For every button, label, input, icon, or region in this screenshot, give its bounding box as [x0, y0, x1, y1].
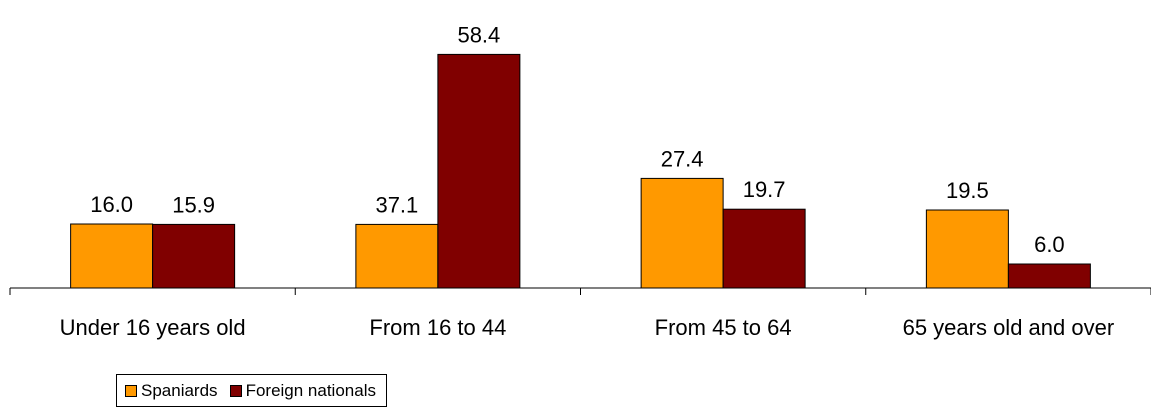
bar-foreign-nationals-from-16-to-44: [437, 53, 521, 289]
category-label-from-45-to-64: From 45 to 64: [655, 315, 792, 340]
legend: Spaniards Foreign nationals: [116, 374, 387, 407]
legend-item-foreign-nationals: Foreign nationals: [229, 380, 376, 401]
category-label-under-16-years-old: Under 16 years old: [60, 315, 246, 340]
bar-foreign-nationals-from-45-to-64: [722, 208, 806, 289]
value-label-spaniards-65-years-old-and-over: 19.5: [946, 178, 989, 203]
bar-foreign-nationals-under-16-years-old: [152, 223, 236, 289]
value-label-spaniards-from-16-to-44: 37.1: [375, 192, 418, 217]
bar-foreign-nationals-65-years-old-and-over: [1007, 263, 1091, 289]
category-label-from-16-to-44: From 16 to 44: [369, 315, 506, 340]
legend-swatch-foreign-nationals: [229, 384, 242, 397]
bar-spaniards-from-16-to-44: [355, 223, 439, 289]
bar-chart: 16.0 15.9 Under 16 years old 37.1 58.4 From 1…: [9, 22, 1151, 340]
legend-swatch-spaniards: [125, 384, 137, 397]
legend-item-spaniards: Spaniards: [125, 381, 218, 401]
category-label-65-years-old-and-over: 65 years old and over: [903, 315, 1115, 340]
bar-spaniards-under-16-years-old: [70, 223, 154, 289]
value-label-foreign-nationals-from-45-to-64: 19.7: [743, 177, 786, 202]
value-label-foreign-nationals-from-16-to-44: 58.4: [457, 22, 500, 47]
legend-label-foreign-nationals: Foreign nationals: [245, 380, 376, 400]
bar-spaniards-65-years-old-and-over: [925, 209, 1009, 289]
value-label-foreign-nationals-under-16-years-old: 15.9: [172, 192, 215, 217]
legend-label-spaniards: Spaniards: [141, 380, 218, 400]
value-label-spaniards-under-16-years-old: 16.0: [90, 192, 133, 217]
bar-spaniards-from-45-to-64: [640, 177, 724, 289]
value-label-foreign-nationals-65-years-old-and-over: 6.0: [1034, 232, 1065, 257]
value-label-spaniards-from-45-to-64: 27.4: [661, 146, 704, 171]
